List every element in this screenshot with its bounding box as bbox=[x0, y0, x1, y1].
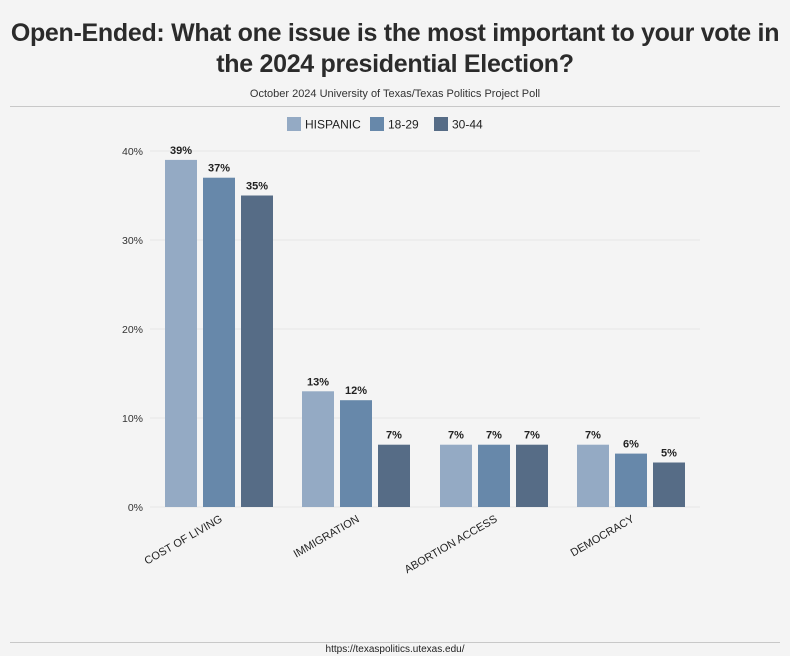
y-tick-label: 10% bbox=[122, 413, 143, 425]
data-label: 39% bbox=[170, 145, 192, 157]
bar bbox=[615, 453, 647, 507]
data-label: 6% bbox=[623, 439, 639, 451]
data-label: 5% bbox=[661, 448, 677, 460]
chart-subtitle: October 2024 University of Texas/Texas P… bbox=[249, 88, 541, 100]
y-axis: 0% 10% 20% 30% 40% bbox=[122, 146, 143, 514]
data-label: 7% bbox=[585, 430, 601, 442]
data-label: 7% bbox=[386, 430, 402, 442]
bar bbox=[302, 391, 334, 507]
y-tick-label: 30% bbox=[122, 235, 143, 247]
x-tick-label: DEMOCRACY bbox=[569, 513, 637, 559]
bar bbox=[653, 462, 685, 507]
data-label: 13% bbox=[307, 376, 329, 388]
header-divider bbox=[10, 106, 780, 107]
x-tick-label: ABORTION ACCESS bbox=[403, 513, 500, 576]
legend-swatch bbox=[434, 117, 448, 131]
bars bbox=[165, 159, 685, 507]
bar bbox=[340, 400, 372, 507]
bar bbox=[516, 444, 548, 507]
data-labels: 39% 37% 35% 13% 12% 7% 7% 7% 7% 7% 6% 5% bbox=[170, 145, 677, 460]
x-tick-label: COST OF LIVING bbox=[142, 513, 224, 567]
legend: HISPANIC 18-29 30-44 bbox=[287, 117, 483, 132]
legend-label: 18-29 bbox=[388, 118, 419, 132]
bar bbox=[478, 444, 510, 507]
bar bbox=[577, 444, 609, 507]
y-tick-label: 20% bbox=[122, 324, 143, 336]
bar bbox=[203, 177, 235, 507]
bar-chart: HISPANIC 18-29 30-44 0% 10% 20% 30% 40% 39% 37%… bbox=[122, 117, 700, 576]
y-tick-label: 40% bbox=[122, 146, 143, 158]
chart-title: Open-Ended: What one issue is the most i… bbox=[10, 19, 780, 78]
data-label: 7% bbox=[448, 430, 464, 442]
source-url[interactable]: https://texaspolitics.utexas.edu/ bbox=[325, 644, 465, 655]
bar bbox=[241, 195, 273, 507]
footer-divider bbox=[10, 642, 780, 643]
x-axis: COST OF LIVING IMMIGRATION ABORTION ACCESS… bbox=[142, 513, 637, 576]
data-label: 35% bbox=[246, 181, 268, 193]
data-label: 7% bbox=[524, 430, 540, 442]
y-tick-label: 0% bbox=[128, 502, 143, 514]
data-label: 7% bbox=[486, 430, 502, 442]
bar bbox=[165, 159, 197, 507]
data-label: 12% bbox=[345, 385, 367, 397]
bar bbox=[440, 444, 472, 507]
data-label: 37% bbox=[208, 163, 230, 175]
x-tick-label: IMMIGRATION bbox=[292, 513, 362, 560]
legend-label: HISPANIC bbox=[305, 118, 361, 132]
legend-swatch bbox=[370, 117, 384, 131]
legend-label: 30-44 bbox=[452, 118, 483, 132]
bar bbox=[378, 444, 410, 507]
legend-swatch bbox=[287, 117, 301, 131]
